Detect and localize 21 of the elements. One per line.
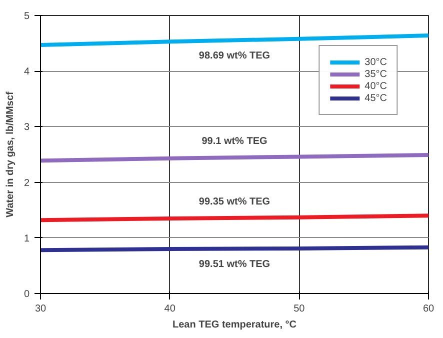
line-series — [40, 34, 428, 47]
y-tick-label: 3 — [24, 122, 30, 134]
y-axis-title: Water in dry gas, lb/MMscf — [4, 90, 16, 218]
x-tick-label: 60 — [422, 304, 434, 314]
x-tick-label: 50 — [294, 304, 306, 314]
annotation: 99.1 wt% TEG — [202, 136, 268, 148]
x-tick-label: 30 — [34, 304, 46, 314]
y-tick-label: 2 — [24, 178, 30, 189]
y-tick-label: 0 — [24, 289, 30, 300]
legend-label: 35°C — [364, 68, 387, 80]
legend-label: 45°C — [364, 92, 387, 104]
x-axis-title: Lean TEG temperature, °C — [172, 320, 297, 330]
annotation: 99.51 wt% TEG — [198, 259, 270, 270]
y-tick-label: 5 — [24, 11, 30, 22]
annotation: 98.69 wt% TEG — [198, 50, 270, 62]
x-tick-label: 40 — [164, 304, 176, 314]
y-tick-label: 1 — [24, 233, 30, 244]
legend-label: 30°C — [364, 56, 387, 68]
annotation: 99.35 wt% TEG — [198, 196, 270, 208]
y-tick-label: 4 — [24, 66, 30, 78]
legend-label: 40°C — [364, 80, 387, 92]
